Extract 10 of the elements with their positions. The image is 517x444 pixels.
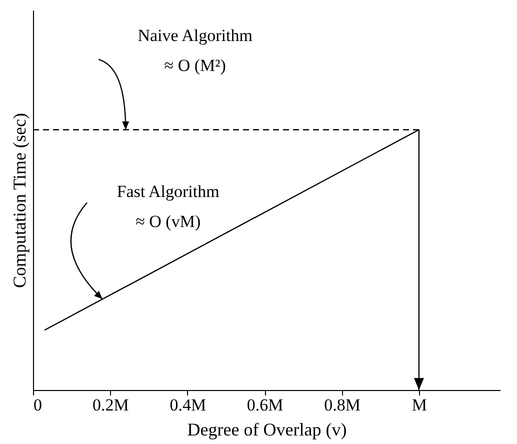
x-axis-title: Degree of Overlap (v): [187, 420, 347, 440]
text: Naive Algorithm ≈ O (M²): [138, 26, 252, 76]
x-tick-label: 0.8M: [324, 396, 360, 414]
x-tick-label: 0.2M: [92, 396, 129, 414]
annotation: Fast Algorithm ≈ O (vM): [116, 182, 220, 232]
x-tick-label: M: [412, 396, 428, 414]
x-tick-label: 0.6M: [246, 396, 284, 414]
x-tick-label: 0.4M: [170, 396, 206, 414]
y-axis-title: Computation Time (sec): [10, 112, 30, 288]
x-tick-label: 0: [34, 396, 42, 414]
